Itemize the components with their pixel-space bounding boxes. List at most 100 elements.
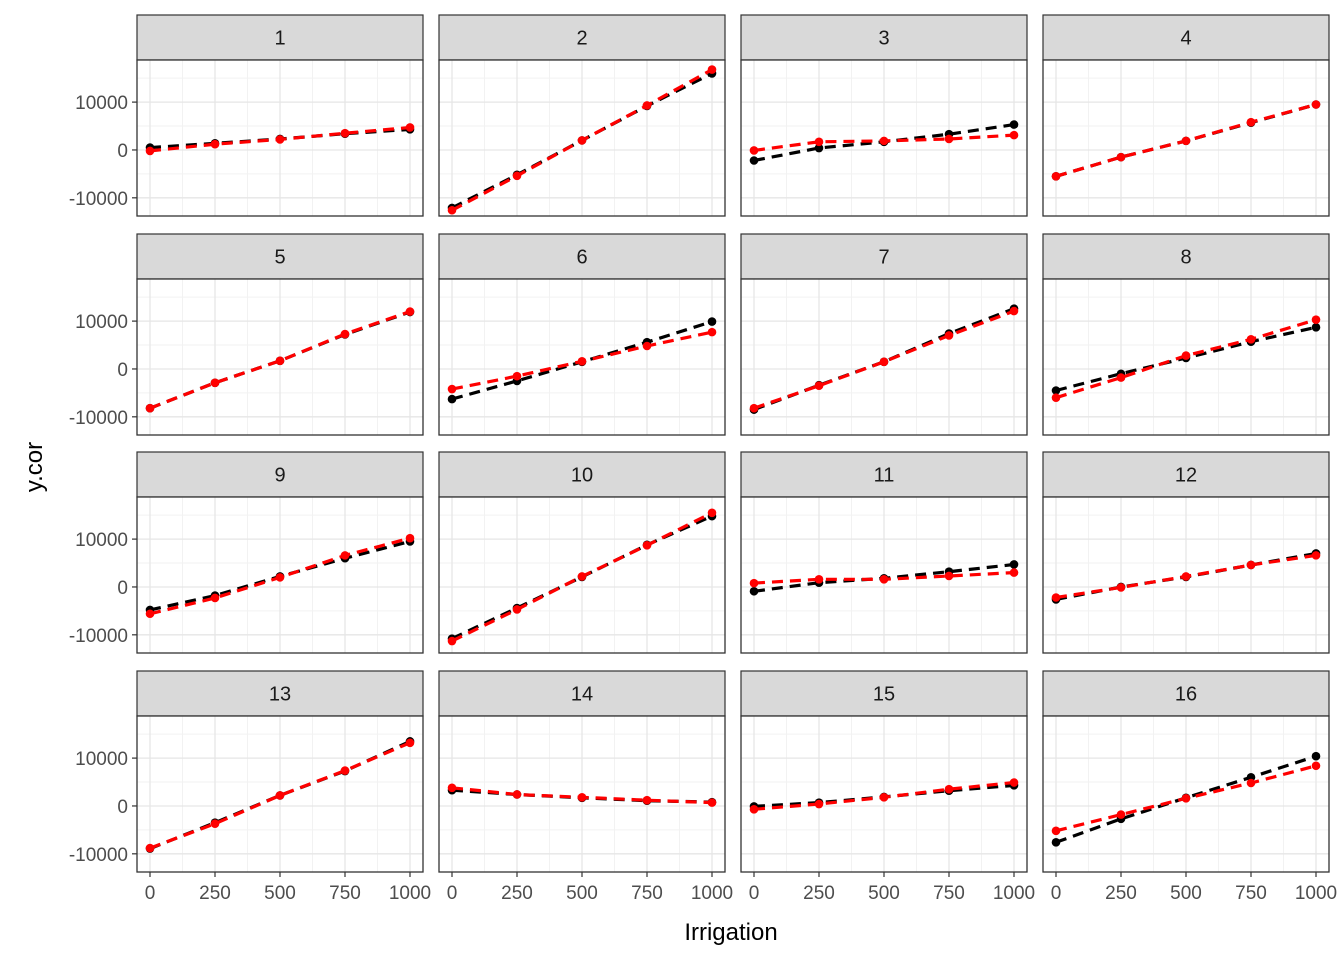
x-tick-label: 0 [1051,883,1062,904]
data-point-red [707,327,717,337]
y-tick-label: 0 [117,578,128,599]
facet-strip-label: 9 [274,465,285,487]
x-tick-label: 500 [264,883,296,904]
data-point-red [145,843,155,853]
data-point-red [749,578,759,588]
panel-border [438,278,726,436]
facet-strip [1042,233,1330,280]
data-point-red [210,139,220,149]
data-point-red [1009,130,1019,140]
data-point-red [707,798,717,807]
x-tick-label: 0 [145,883,156,904]
data-point-red [1311,315,1321,324]
panel-border [740,278,1028,436]
facet-panel-12: 12 [1042,451,1330,654]
panel-border [136,496,424,654]
data-point-red [1246,334,1256,344]
panel-gridlines [137,497,423,653]
facet-strip-label: 16 [1175,684,1197,706]
panel-border [740,59,1028,217]
data-point-red [944,331,954,340]
facet-strip [1042,14,1330,61]
data-point-red [1246,560,1256,570]
panel-border [438,59,726,217]
data-point-red [814,575,824,584]
data-point-red [405,123,415,132]
facet-strip [136,670,424,717]
facet-strip [136,451,424,498]
facet-strip [740,14,1028,61]
x-tick-label: 250 [1105,883,1137,904]
data-point-red [642,341,652,351]
y-tick-label: -10000 [69,189,128,210]
data-point-red [1051,393,1061,402]
facet-panel-3: 3 [740,14,1028,217]
facet-panel-5: 5 [136,233,424,436]
series-line-black [1055,754,1317,844]
series-line-red [753,309,1015,410]
facet-panel-7: 7 [740,233,1028,436]
data-point-red [879,136,889,146]
series-line-red [149,309,411,410]
data-point-black [1311,751,1321,761]
data-point-red [1009,778,1019,787]
data-point-red [707,65,717,74]
data-point-red [707,508,717,518]
data-point-red [577,357,587,366]
x-tick-label: 0 [447,883,458,904]
facet-strip [1042,670,1330,717]
data-point-red [275,135,285,144]
x-tick-label: 1000 [993,883,1035,904]
data-point-red [1181,794,1191,803]
data-point-black [1009,120,1019,129]
panel-gridlines [741,716,1027,872]
x-tick-label: 750 [933,883,965,904]
facet-strip [740,233,1028,280]
facet-panel-9: 9 [136,451,424,654]
facet-strip [438,14,726,61]
data-point-red [1009,568,1019,577]
data-point-red [340,551,350,560]
data-point-red [814,799,824,809]
facet-strip-label: 2 [576,28,587,50]
x-tick-label: 500 [566,883,598,904]
data-point-red [749,805,759,814]
data-point-red [210,378,220,388]
data-point-black [749,586,759,596]
data-point-red [1246,778,1256,788]
facet-strip-label: 8 [1180,247,1191,269]
data-point-red [1311,551,1321,560]
panel-gridlines [1043,279,1329,435]
panel-border [740,496,1028,654]
data-point-red [1009,306,1019,316]
data-point-red [405,738,415,748]
data-point-red [145,403,155,413]
data-point-red [275,573,285,582]
data-point-red [1051,826,1061,836]
data-point-red [512,371,522,381]
data-point-red [1246,117,1256,127]
panel-border [1042,496,1330,654]
x-tick-label: 250 [803,883,835,904]
x-tick-label: 250 [501,883,533,904]
data-point-red [340,329,350,339]
facet-strip-label: 5 [274,247,285,269]
data-point-red [879,357,889,367]
series-line-red [149,741,411,850]
facet-strip-label: 4 [1180,28,1191,50]
facet-strip [740,451,1028,498]
panel-gridlines [137,60,423,216]
data-point-red [512,790,522,799]
x-tick-label: 750 [329,883,361,904]
data-point-red [944,571,954,581]
facet-panel-8: 8 [1042,233,1330,436]
x-tick-label: 750 [631,883,663,904]
panel-gridlines [439,279,725,435]
x-tick-label: 1000 [691,883,733,904]
facet-strip-label: 12 [1175,465,1197,487]
data-point-black [707,317,717,326]
y-axes: 10000 0 -10000 10000 0 -10000 10000 0 -10000 1000… [69,93,137,866]
y-tick-label: 10000 [75,530,128,551]
data-point-red [1181,351,1191,360]
